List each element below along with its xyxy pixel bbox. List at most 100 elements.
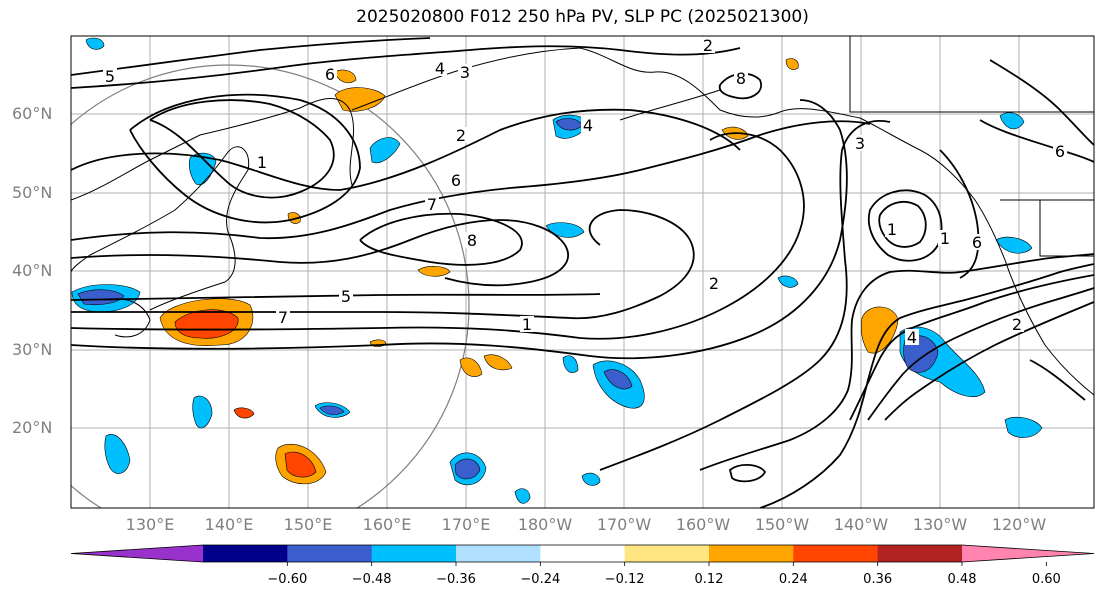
coastline xyxy=(859,117,1094,396)
contour-line xyxy=(759,263,1094,508)
gridlines xyxy=(71,36,1094,508)
contour-label: 2 xyxy=(709,274,719,293)
contour-label: 3 xyxy=(855,134,865,153)
colorbar-tick-label: 0.48 xyxy=(947,572,977,587)
colorbar-extend-high xyxy=(962,545,1094,562)
contour-label: 4 xyxy=(583,116,593,135)
longitude-label: 130°E xyxy=(125,515,175,534)
contour-label: 5 xyxy=(341,287,351,306)
contour-label: 7 xyxy=(427,195,437,214)
contour-line xyxy=(71,45,741,89)
contour-line xyxy=(699,253,1094,471)
coastline xyxy=(199,98,355,186)
contour-label-bg xyxy=(970,234,984,250)
cold-anomaly xyxy=(545,222,585,238)
warm-anomaly xyxy=(483,354,513,371)
colorbar-segment xyxy=(371,545,457,562)
colorbar-tick-label: 0.24 xyxy=(778,572,808,587)
contour-label-bg xyxy=(938,230,952,246)
contour-label: 1 xyxy=(887,220,897,239)
cold-anomaly xyxy=(777,275,799,288)
contour-label-bg xyxy=(323,66,337,82)
cold-anomaly xyxy=(188,152,217,186)
contour-line xyxy=(599,120,891,471)
contour-label-bg xyxy=(701,37,715,53)
contour-label: 2 xyxy=(456,126,466,145)
contour-label-bg xyxy=(581,117,595,133)
colorbar-outline xyxy=(70,544,1095,563)
colorbar-segment xyxy=(203,545,288,562)
colorbar-tick-label: −0.24 xyxy=(520,572,561,587)
colorbar-tick-label: −0.36 xyxy=(436,572,476,587)
warm-anomaly xyxy=(785,58,799,70)
contour-line xyxy=(71,108,741,191)
colorbar-tick-label: −0.60 xyxy=(267,572,308,587)
coastline xyxy=(849,36,1094,113)
contour-label-bg xyxy=(276,309,290,325)
cold-anomaly xyxy=(999,112,1025,130)
longitude-label: 140°E xyxy=(204,515,254,534)
contour-label-bg xyxy=(734,70,748,86)
colorbar-extend-low xyxy=(71,545,203,562)
contour-line xyxy=(849,274,1094,421)
contour-line xyxy=(71,132,805,340)
longitude-label: 150°E xyxy=(283,515,333,534)
cold-anomaly xyxy=(514,488,531,504)
contour-label-bg xyxy=(449,172,463,188)
latitude-label: 20°N xyxy=(12,418,53,437)
contour-label: 5 xyxy=(105,67,115,86)
contour-label: 7 xyxy=(278,308,288,327)
colorbar-segment xyxy=(287,545,373,562)
contour-line xyxy=(939,149,980,279)
contour-label: 6 xyxy=(325,65,335,84)
contour-label-bg xyxy=(458,64,472,80)
contour-label: 4 xyxy=(907,328,917,347)
latitude-label: 30°N xyxy=(12,340,53,359)
pv-anomaly-shading xyxy=(71,37,1043,504)
contour-label-bg xyxy=(454,127,468,143)
colorbar-tick-label: −0.12 xyxy=(604,572,645,587)
cold-anomaly xyxy=(77,289,125,306)
cold-anomaly xyxy=(562,355,579,373)
contour-line xyxy=(867,287,1094,421)
cold-anomaly xyxy=(995,236,1033,254)
colorbar-segment xyxy=(540,545,626,562)
coastline xyxy=(71,146,250,311)
warm-anomaly xyxy=(417,266,451,277)
cold-anomaly xyxy=(1004,416,1043,438)
colorbar-tick-label: 0.60 xyxy=(1031,572,1061,587)
colorbar-tick-label: −0.48 xyxy=(351,572,392,587)
contour-line xyxy=(989,59,1094,146)
colorbar-tick-label: 0.12 xyxy=(694,572,724,587)
contour-label: 2 xyxy=(703,36,713,55)
warm-anomaly xyxy=(174,309,239,339)
map-title: 2025020800 F012 250 hPa PV, SLP PC (2025… xyxy=(356,7,809,27)
contour-label: 1 xyxy=(257,153,267,172)
contour-line xyxy=(129,93,361,224)
contour-line xyxy=(71,120,871,241)
cold-anomaly xyxy=(85,37,105,50)
latitude-label: 50°N xyxy=(12,183,53,202)
cold-anomaly xyxy=(603,369,633,390)
contour-line xyxy=(359,212,523,266)
colorbar-segment xyxy=(709,545,794,562)
contour-label: 8 xyxy=(467,231,477,250)
longitude-label: 170°E xyxy=(441,515,491,534)
plot-frame xyxy=(70,35,1095,509)
contour-line xyxy=(71,293,601,301)
latitude-label: 60°N xyxy=(12,104,53,123)
warm-anomaly xyxy=(233,407,255,419)
longitude-label: 140°W xyxy=(833,515,889,534)
cold-anomaly xyxy=(369,137,401,164)
contour-label-bg xyxy=(885,221,899,237)
contour-label-bg xyxy=(707,275,721,291)
warm-anomaly xyxy=(860,306,899,354)
contour-label: 2 xyxy=(1012,315,1022,334)
cold-anomaly xyxy=(192,395,213,429)
warm-anomaly xyxy=(334,87,386,112)
contour-line xyxy=(71,219,569,287)
colorbar xyxy=(70,544,1095,566)
contour-line xyxy=(71,99,848,360)
